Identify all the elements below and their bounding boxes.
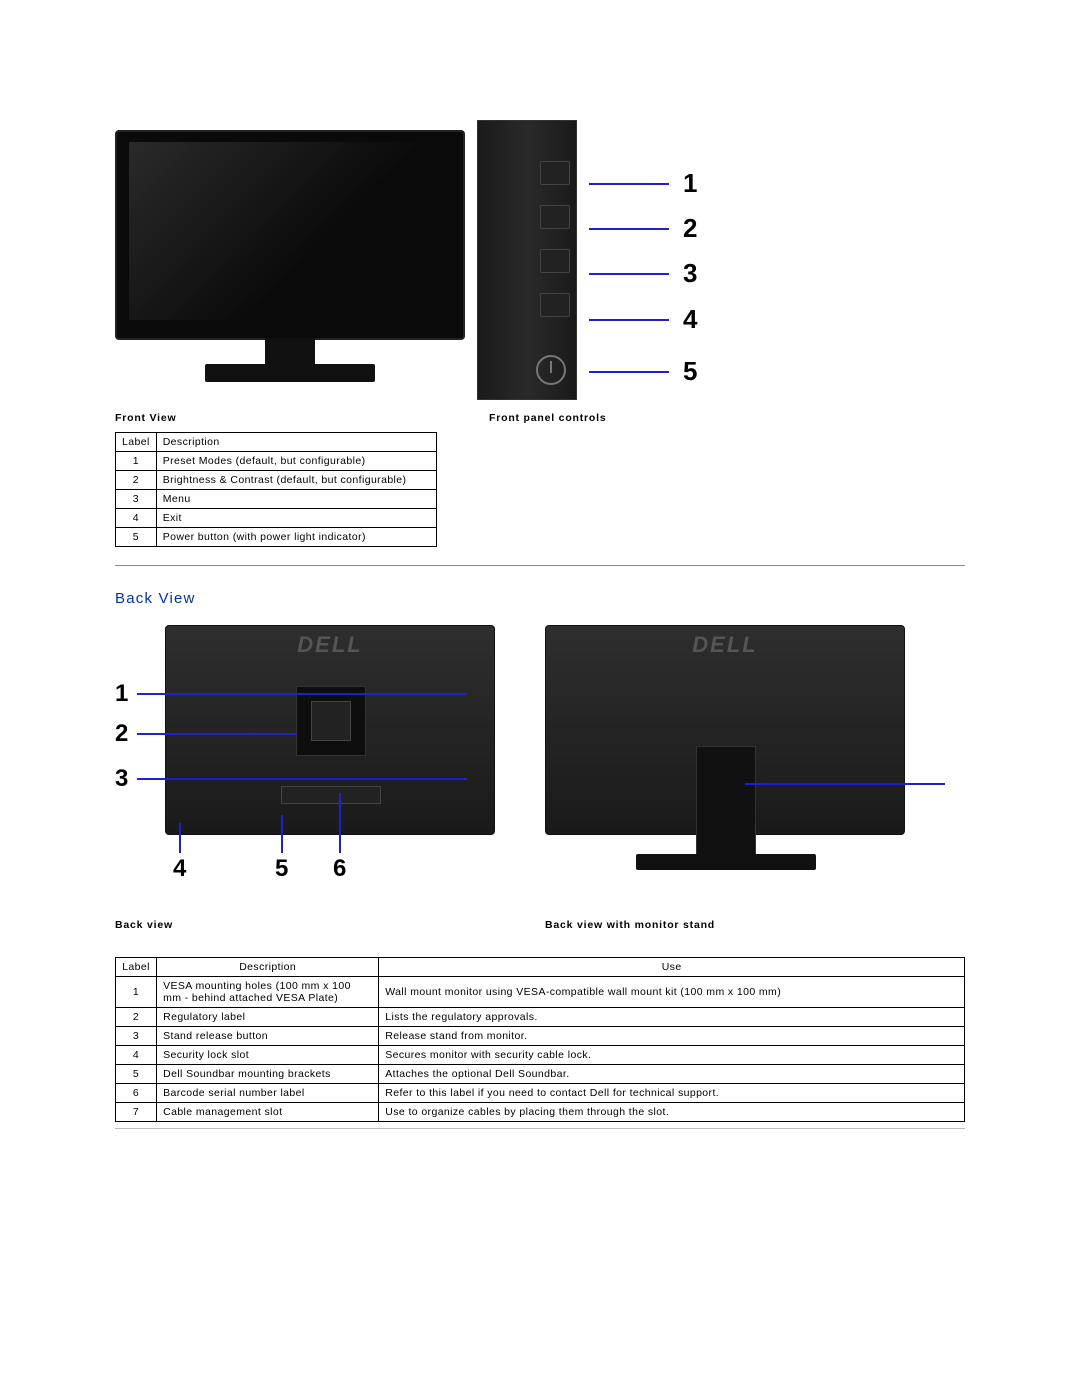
table-cell: Cable management slot xyxy=(157,1103,379,1122)
table-cell: Exit xyxy=(156,509,436,528)
table-header-cell: Description xyxy=(157,958,379,977)
monitor-front-illustration xyxy=(115,120,465,400)
front-panel-controls-caption: Front panel controls xyxy=(489,412,607,424)
table-cell: Barcode serial number label xyxy=(157,1084,379,1103)
table-header-cell: Use xyxy=(379,958,965,977)
table-cell: 5 xyxy=(116,1065,157,1084)
front-callout-3: 3 xyxy=(589,258,697,289)
front-panel-callouts: 1 2 3 4 5 xyxy=(589,120,709,400)
table-row: 5Power button (with power light indicato… xyxy=(116,528,437,547)
dell-logo: DELL xyxy=(546,626,904,658)
table-cell: 6 xyxy=(116,1084,157,1103)
power-icon xyxy=(536,355,566,385)
document-page: 12345 Front View Front panel controls La… xyxy=(0,0,1080,1197)
front-callout-1: 1 xyxy=(589,168,697,199)
table-cell: 1 xyxy=(116,452,157,471)
table-row: 5Dell Soundbar mounting bracketsAttaches… xyxy=(116,1065,965,1084)
table-cell: Secures monitor with security cable lock… xyxy=(379,1046,965,1065)
table-cell: 4 xyxy=(116,1046,157,1065)
back-callout-5: 5 xyxy=(275,815,288,883)
section-divider xyxy=(115,565,965,566)
monitor-back-with-stand: DELL xyxy=(545,625,905,835)
back-callout-2: 2 xyxy=(115,720,297,748)
page-bottom-rule xyxy=(115,1128,965,1129)
dell-logo: DELL xyxy=(166,626,494,658)
back-callout-1: 1 xyxy=(115,680,467,708)
table-cell: 7 xyxy=(116,1103,157,1122)
table-header-cell: Label xyxy=(116,433,157,452)
table-row: 2Brightness & Contrast (default, but con… xyxy=(116,471,437,490)
back-view-heading: Back View xyxy=(115,590,965,607)
callout-number: 3 xyxy=(115,765,137,793)
table-cell: Regulatory label xyxy=(157,1008,379,1027)
table-cell: VESA mounting holes (100 mm x 100 mm - b… xyxy=(157,977,379,1008)
back-callout-4: 4 xyxy=(173,823,186,883)
table-cell: Release stand from monitor. xyxy=(379,1027,965,1046)
callout-number: 5 xyxy=(683,356,697,387)
callout-number: 1 xyxy=(115,680,137,708)
table-header-cell: Description xyxy=(156,433,436,452)
table-cell: 2 xyxy=(116,1008,157,1027)
table-cell: 5 xyxy=(116,528,157,547)
back-right-callout xyxy=(745,783,945,785)
front-panel-strip-illustration xyxy=(477,120,577,400)
table-cell: Use to organize cables by placing them t… xyxy=(379,1103,965,1122)
table-cell: 1 xyxy=(116,977,157,1008)
table-cell: 2 xyxy=(116,471,157,490)
table-cell: Attaches the optional Dell Soundbar. xyxy=(379,1065,965,1084)
back-view-illustration-right: DELL xyxy=(545,625,955,905)
callout-number: 5 xyxy=(275,855,288,883)
callout-number: 3 xyxy=(683,258,697,289)
callout-number: 2 xyxy=(683,213,697,244)
table-row: 2Regulatory labelLists the regulatory ap… xyxy=(116,1008,965,1027)
back-callout-3: 3 xyxy=(115,765,467,793)
front-callout-4: 4 xyxy=(589,304,697,335)
table-cell: Stand release button xyxy=(157,1027,379,1046)
front-caption-row: Front View Front panel controls xyxy=(115,412,965,424)
front-callout-2: 2 xyxy=(589,213,697,244)
table-cell: 3 xyxy=(116,1027,157,1046)
table-cell: 4 xyxy=(116,509,157,528)
back-callout-6: 6 xyxy=(333,793,346,883)
table-row: 4Exit xyxy=(116,509,437,528)
table-row: 4Security lock slotSecures monitor with … xyxy=(116,1046,965,1065)
table-row: 6Barcode serial number labelRefer to thi… xyxy=(116,1084,965,1103)
front-callout-5: 5 xyxy=(589,356,697,387)
back-caption-row: Back view Back view with monitor stand xyxy=(115,919,965,931)
callout-number: 4 xyxy=(173,855,186,883)
table-row: 3Menu xyxy=(116,490,437,509)
back-view-caption: Back view xyxy=(115,919,545,931)
back-view-illustration-left: DELL 1 2 3 4 5 6 xyxy=(115,625,515,885)
callout-number: 4 xyxy=(683,304,697,335)
table-cell: Wall mount monitor using VESA-compatible… xyxy=(379,977,965,1008)
table-row: 1VESA mounting holes (100 mm x 100 mm - … xyxy=(116,977,965,1008)
table-header-cell: Label xyxy=(116,958,157,977)
back-view-figure-row: DELL 1 2 3 4 5 6 DELL xyxy=(115,625,965,905)
table-cell: Security lock slot xyxy=(157,1046,379,1065)
table-cell: Menu xyxy=(156,490,436,509)
table-row: 7Cable management slotUse to organize ca… xyxy=(116,1103,965,1122)
front-view-caption: Front View xyxy=(115,412,477,424)
callout-number: 6 xyxy=(333,855,346,883)
table-cell: Power button (with power light indicator… xyxy=(156,528,436,547)
front-view-figure-row: 1 2 3 4 5 xyxy=(115,120,965,400)
table-cell: Brightness & Contrast (default, but conf… xyxy=(156,471,436,490)
callout-number: 1 xyxy=(683,168,697,199)
table-row: 1Preset Modes (default, but configurable… xyxy=(116,452,437,471)
table-row: 3Stand release buttonRelease stand from … xyxy=(116,1027,965,1046)
table-cell: Lists the regulatory approvals. xyxy=(379,1008,965,1027)
table-cell: 3 xyxy=(116,490,157,509)
back-view-stand-caption: Back view with monitor stand xyxy=(545,919,715,931)
front-controls-table: LabelDescription1Preset Modes (default, … xyxy=(115,432,437,547)
table-cell: Dell Soundbar mounting brackets xyxy=(157,1065,379,1084)
table-cell: Refer to this label if you need to conta… xyxy=(379,1084,965,1103)
back-view-table: LabelDescriptionUse1VESA mounting holes … xyxy=(115,957,965,1122)
table-cell: Preset Modes (default, but configurable) xyxy=(156,452,436,471)
callout-number: 2 xyxy=(115,720,137,748)
